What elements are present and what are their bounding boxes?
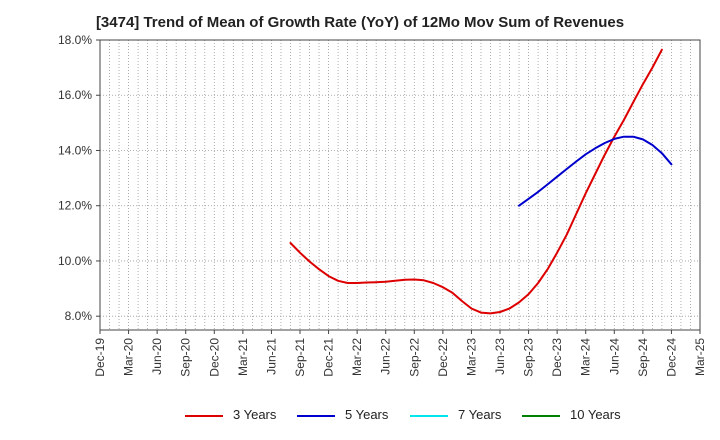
x-tick-label: Jun-24 xyxy=(607,338,621,375)
legend-label-3-years: 3 Years xyxy=(233,407,277,422)
x-tick-label: Mar-22 xyxy=(350,338,364,376)
x-tick-label: Jun-20 xyxy=(150,338,164,375)
y-tick-label: 16.0% xyxy=(58,88,92,102)
x-tick-label: Dec-20 xyxy=(207,338,221,377)
legend-label-5-years: 5 Years xyxy=(345,407,389,422)
series-line-5-years xyxy=(518,135,673,207)
y-tick-label: 14.0% xyxy=(58,143,92,157)
x-tick-label: Mar-21 xyxy=(236,338,250,376)
x-tick-label: Dec-22 xyxy=(436,338,450,377)
x-tick-label: Sep-22 xyxy=(407,338,421,377)
x-tick-label: Mar-20 xyxy=(122,338,136,376)
series-line-3-years xyxy=(289,48,663,315)
x-tick-label: Sep-24 xyxy=(636,338,650,377)
legend-swatch-3-years xyxy=(185,415,223,417)
y-tick-label: 18.0% xyxy=(58,33,92,47)
legend-label-10-years: 10 Years xyxy=(570,407,621,422)
x-tick-label: Mar-25 xyxy=(693,338,707,376)
x-tick-label: Mar-24 xyxy=(579,338,593,376)
x-tick-label: Dec-19 xyxy=(93,338,107,377)
legend-label-7-years: 7 Years xyxy=(458,407,502,422)
x-tick-label: Jun-22 xyxy=(379,338,393,375)
x-tick-label: Dec-24 xyxy=(664,338,678,377)
legend-swatch-7-years xyxy=(410,415,448,417)
x-tick-label: Sep-21 xyxy=(293,338,307,377)
y-tick-label: 12.0% xyxy=(58,199,92,213)
legend-swatch-5-years xyxy=(297,415,335,417)
x-tick-label: Jun-23 xyxy=(493,338,507,375)
x-tick-label: Mar-23 xyxy=(464,338,478,376)
x-tick-label: Jun-21 xyxy=(264,338,278,375)
plot-area-frame xyxy=(99,39,701,331)
legend: 3 Years 5 Years 7 Years 10 Years xyxy=(0,406,720,426)
y-tick-label: 10.0% xyxy=(58,254,92,268)
x-tick-label: Dec-21 xyxy=(322,338,336,377)
x-tick-label: Sep-23 xyxy=(522,338,536,377)
legend-swatch-10-years xyxy=(522,415,560,417)
y-tick-label: 8.0% xyxy=(65,309,93,323)
x-tick-label: Sep-20 xyxy=(179,338,193,377)
x-tick-label: Dec-23 xyxy=(550,338,564,377)
chart-title: [3474] Trend of Mean of Growth Rate (YoY… xyxy=(95,14,625,31)
